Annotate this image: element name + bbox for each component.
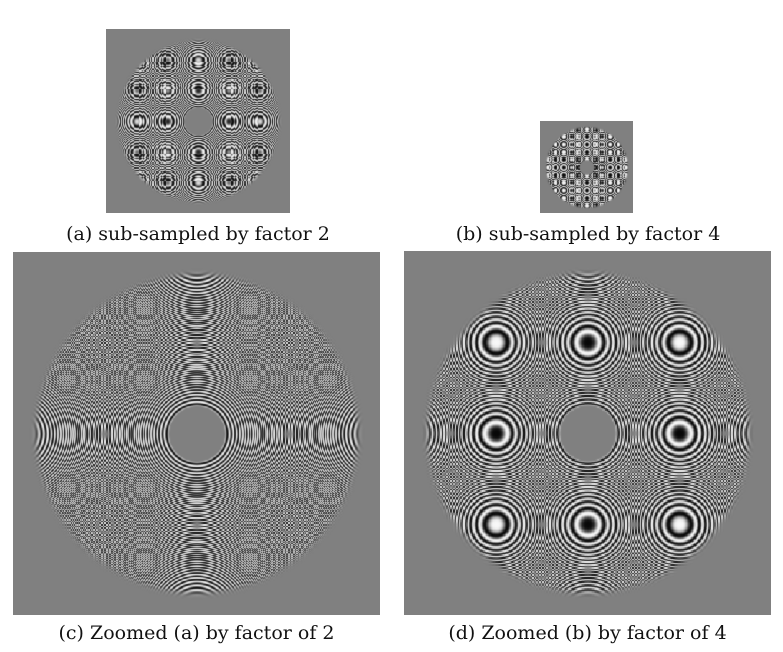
zone-plate-subsampled-4 bbox=[540, 121, 633, 213]
panel-b-image bbox=[540, 121, 633, 213]
caption-c: (c) Zoomed (a) by factor of 2 bbox=[58, 622, 335, 644]
caption-d: (d) Zoomed (b) by factor of 4 bbox=[448, 622, 727, 644]
panel-a-image bbox=[106, 29, 290, 213]
caption-a: (a) sub-sampled by factor 2 bbox=[66, 223, 330, 245]
zone-plate-zoomed-4 bbox=[404, 251, 771, 615]
panel-d-image bbox=[404, 251, 771, 615]
zone-plate-zoomed-2 bbox=[13, 252, 380, 615]
caption-b: (b) sub-sampled by factor 4 bbox=[455, 223, 721, 245]
zone-plate-subsampled-2 bbox=[106, 29, 290, 213]
panel-c-image bbox=[13, 252, 380, 615]
